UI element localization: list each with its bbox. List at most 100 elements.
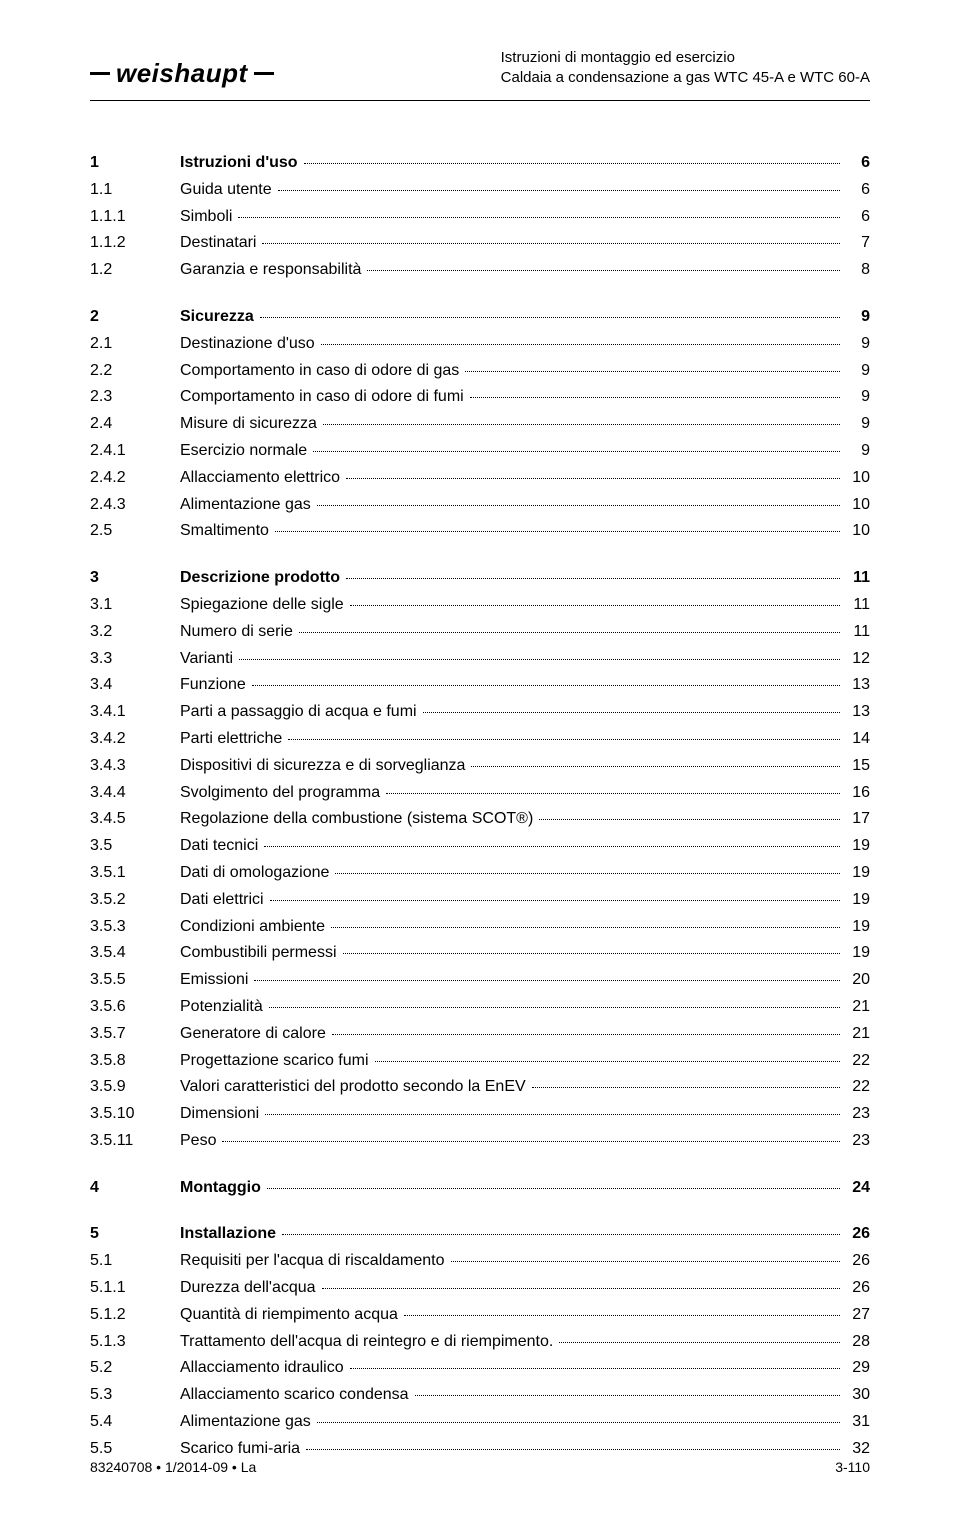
toc-row: 3.5.7Generatore di calore 21 bbox=[90, 1021, 870, 1048]
toc-page: 10 bbox=[846, 493, 870, 518]
toc-dots bbox=[367, 257, 840, 271]
toc-dots bbox=[465, 358, 840, 372]
toc-dots bbox=[346, 565, 840, 579]
toc-page: 19 bbox=[846, 915, 870, 940]
toc-dots bbox=[260, 304, 840, 318]
toc-dots bbox=[238, 204, 840, 218]
toc-page: 11 bbox=[846, 593, 870, 618]
toc-dots bbox=[264, 833, 840, 847]
toc-row: 1.1.1Simboli6 bbox=[90, 204, 870, 231]
page: weishaupt Istruzioni di montaggio ed ese… bbox=[0, 0, 960, 1525]
toc-title: Spiegazione delle sigle bbox=[180, 593, 344, 618]
toc-row: 5.3Allacciamento scarico condensa30 bbox=[90, 1382, 870, 1409]
toc-title: Allacciamento elettrico bbox=[180, 466, 340, 491]
toc-page: 9 bbox=[846, 412, 870, 437]
footer-left: 83240708 • 1/2014-09 • La bbox=[90, 1459, 835, 1475]
toc-dots bbox=[270, 887, 840, 901]
toc-page: 19 bbox=[846, 834, 870, 859]
toc-number: 3.4.2 bbox=[90, 727, 180, 752]
toc-dots bbox=[415, 1382, 840, 1396]
toc-page: 9 bbox=[846, 359, 870, 384]
brand-text: weishaupt bbox=[116, 58, 248, 89]
toc-number: 3.3 bbox=[90, 647, 180, 672]
toc-number: 3.5.3 bbox=[90, 915, 180, 940]
toc-page: 6 bbox=[846, 205, 870, 230]
toc-row: 5.2Allacciamento idraulico29 bbox=[90, 1355, 870, 1382]
toc-dots bbox=[262, 231, 840, 245]
toc-page: 21 bbox=[846, 1022, 870, 1047]
toc-title: Generatore di calore bbox=[180, 1022, 326, 1047]
toc-row: 3.4.2Parti elettriche14 bbox=[90, 726, 870, 753]
toc-row: 2.4.1Esercizio normale9 bbox=[90, 438, 870, 465]
toc-row: 3.4.4Svolgimento del programma16 bbox=[90, 780, 870, 807]
toc-row: 2.5Smaltimento10 bbox=[90, 518, 870, 545]
toc-dots bbox=[254, 967, 840, 981]
toc-page: 23 bbox=[846, 1102, 870, 1127]
toc-dots bbox=[306, 1436, 840, 1450]
toc-row: 5.1.1Durezza dell'acqua26 bbox=[90, 1275, 870, 1302]
toc-number: 3.5.1 bbox=[90, 861, 180, 886]
toc-row: 1.1.2Destinatari7 bbox=[90, 230, 870, 257]
toc-title: Durezza dell'acqua bbox=[180, 1276, 316, 1301]
toc-dots bbox=[532, 1075, 840, 1089]
toc-number: 5.1.1 bbox=[90, 1276, 180, 1301]
toc-number: 2.4.1 bbox=[90, 439, 180, 464]
toc-number: 3.4.1 bbox=[90, 700, 180, 725]
toc-title: Condizioni ambiente bbox=[180, 915, 325, 940]
toc-number: 2.5 bbox=[90, 519, 180, 544]
toc-number: 2.2 bbox=[90, 359, 180, 384]
toc-page: 19 bbox=[846, 941, 870, 966]
toc-title: Destinazione d'uso bbox=[180, 332, 315, 357]
toc-title: Garanzia e responsabilità bbox=[180, 258, 361, 283]
toc-number: 3.1 bbox=[90, 593, 180, 618]
toc-dots bbox=[267, 1175, 840, 1189]
toc-page: 11 bbox=[846, 620, 870, 645]
toc-row: 2.4.2Allacciamento elettrico10 bbox=[90, 465, 870, 492]
toc-row: 3.5.5Emissioni20 bbox=[90, 967, 870, 994]
toc-row: 3.5.8Progettazione scarico fumi22 bbox=[90, 1048, 870, 1075]
toc-title: Guida utente bbox=[180, 178, 272, 203]
toc-dots bbox=[539, 807, 840, 821]
toc-row: 3.4.1Parti a passaggio di acqua e fumi13 bbox=[90, 699, 870, 726]
toc-number: 3.5 bbox=[90, 834, 180, 859]
toc-dots bbox=[282, 1222, 840, 1236]
toc-row: 5.1.2Quantità di riempimento acqua 27 bbox=[90, 1302, 870, 1329]
toc-page: 11 bbox=[846, 566, 870, 591]
toc-title: Quantità di riempimento acqua bbox=[180, 1303, 398, 1328]
toc-number: 5.1.2 bbox=[90, 1303, 180, 1328]
toc-title: Valori caratteristici del prodotto secon… bbox=[180, 1075, 526, 1100]
toc-dots bbox=[278, 177, 840, 191]
toc-number: 5.4 bbox=[90, 1410, 180, 1435]
toc-dots bbox=[350, 1356, 840, 1370]
toc-title: Smaltimento bbox=[180, 519, 269, 544]
toc-number: 3.5.5 bbox=[90, 968, 180, 993]
toc-dots bbox=[350, 592, 840, 606]
toc-dots bbox=[222, 1128, 840, 1142]
toc-title: Parti elettriche bbox=[180, 727, 282, 752]
toc-number: 2.4.3 bbox=[90, 493, 180, 518]
toc-title: Allacciamento idraulico bbox=[180, 1356, 344, 1381]
toc-dots bbox=[331, 914, 840, 928]
toc-page: 16 bbox=[846, 781, 870, 806]
toc-dots bbox=[375, 1048, 840, 1062]
toc-dots bbox=[343, 941, 841, 955]
toc-number: 3.5.7 bbox=[90, 1022, 180, 1047]
toc-number: 3 bbox=[90, 566, 180, 591]
toc-dots bbox=[313, 438, 840, 452]
toc-page: 30 bbox=[846, 1383, 870, 1408]
header-line-2: Caldaia a condensazione a gas WTC 45-A e… bbox=[501, 68, 870, 88]
toc-row: 3.4Funzione13 bbox=[90, 672, 870, 699]
page-header: weishaupt Istruzioni di montaggio ed ese… bbox=[90, 48, 870, 95]
toc-page: 27 bbox=[846, 1303, 870, 1328]
toc-page: 8 bbox=[846, 258, 870, 283]
toc-number: 3.5.6 bbox=[90, 995, 180, 1020]
toc-row: 2.2Comportamento in caso di odore di gas… bbox=[90, 358, 870, 385]
toc-number: 3.4.3 bbox=[90, 754, 180, 779]
toc-page: 29 bbox=[846, 1356, 870, 1381]
toc-title: Destinatari bbox=[180, 231, 256, 256]
toc-page: 24 bbox=[846, 1176, 870, 1201]
toc-row: 4Montaggio24 bbox=[90, 1175, 870, 1202]
header-text: Istruzioni di montaggio ed esercizio Cal… bbox=[501, 48, 870, 89]
toc-dots bbox=[275, 519, 840, 533]
toc-title: Allacciamento scarico condensa bbox=[180, 1383, 409, 1408]
